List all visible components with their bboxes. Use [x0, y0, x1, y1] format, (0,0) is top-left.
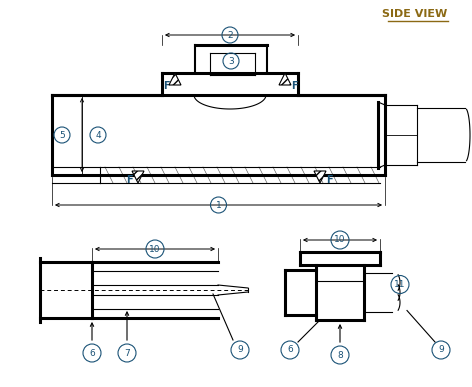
Text: F: F — [326, 175, 332, 185]
Polygon shape — [279, 73, 291, 85]
Text: 3: 3 — [228, 57, 234, 65]
Text: F: F — [163, 81, 169, 91]
Text: 6: 6 — [287, 346, 293, 354]
Polygon shape — [132, 171, 144, 183]
Text: 7: 7 — [124, 349, 130, 358]
Text: 9: 9 — [237, 346, 243, 354]
Text: 10: 10 — [334, 236, 346, 245]
Polygon shape — [169, 73, 181, 85]
Text: 5: 5 — [59, 130, 65, 139]
Text: 11: 11 — [394, 280, 406, 289]
Text: 1: 1 — [216, 200, 221, 209]
Text: 10: 10 — [149, 245, 161, 253]
Text: SIDE VIEW: SIDE VIEW — [382, 9, 447, 19]
Text: F: F — [291, 81, 297, 91]
Text: F: F — [126, 175, 132, 185]
Polygon shape — [314, 171, 326, 183]
Text: 8: 8 — [337, 351, 343, 360]
Text: 4: 4 — [95, 130, 101, 139]
Text: 9: 9 — [438, 346, 444, 354]
Text: 2: 2 — [227, 31, 233, 39]
Text: 6: 6 — [89, 349, 95, 358]
